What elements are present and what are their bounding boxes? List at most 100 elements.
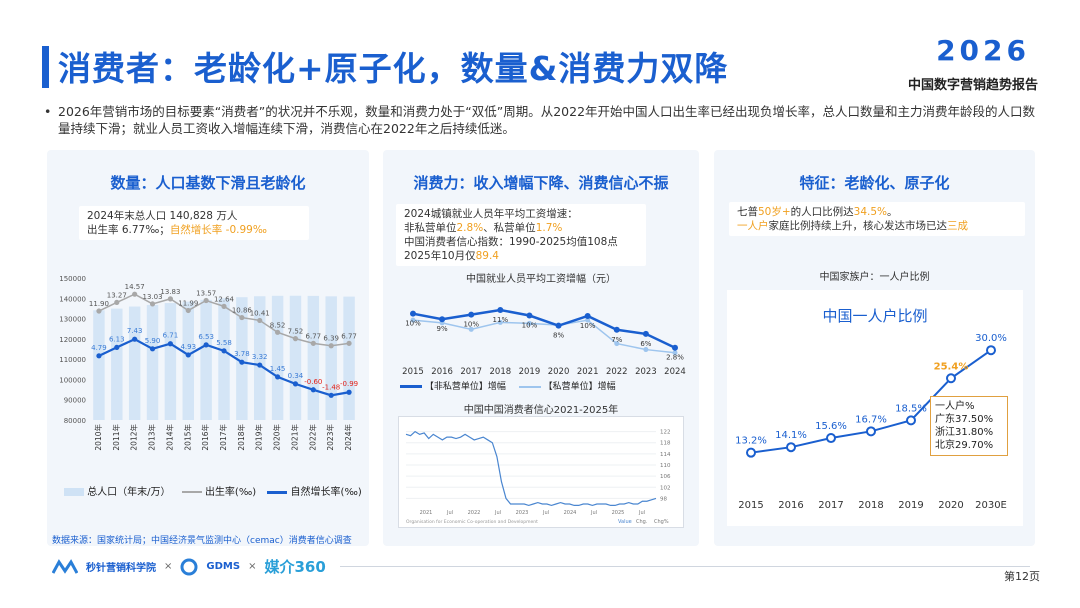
growth-rate-point xyxy=(185,352,191,358)
nonprivate-wage-point xyxy=(439,316,446,323)
birth-rate-data-label: 13.57 xyxy=(196,290,216,298)
brand-separator: × xyxy=(164,561,173,572)
x-tick-label: 2024年 xyxy=(343,424,353,451)
note-wage-growth: 2024城镇就业人员年平均工资增速： xyxy=(404,208,578,220)
nonprivate-wage-point xyxy=(468,311,475,318)
y-tick-label: 100000 xyxy=(59,376,86,384)
birth-rate-point xyxy=(167,296,173,302)
wage-data-label: 7% xyxy=(611,336,622,344)
x-tick-label: 2014年 xyxy=(164,424,174,451)
confidence-chart-frame xyxy=(398,416,684,528)
population-bar xyxy=(93,310,105,420)
growth-rate-point xyxy=(310,387,316,393)
footer-brands: 秒针营销科学院 × GDMS × 媒介360 xyxy=(52,556,326,577)
birth-rate-data-label: 14.57 xyxy=(125,283,145,291)
confidence-legend-item: Chg% xyxy=(654,519,669,525)
wage-chart-title: 中国就业人员平均工资增幅（元） xyxy=(466,274,616,285)
note-ratio-value: 34.5% xyxy=(853,206,888,218)
wage-data-label: 10% xyxy=(522,322,538,330)
household-chart-title: 中国一人户比例 xyxy=(822,307,928,325)
note-confidence-latest: 2025年10月仅89.4 xyxy=(404,249,638,263)
x-tick-label: 2023年 xyxy=(325,424,335,451)
note-confidence-mean: 中国消费者信心指数：1990-2025均值108点 xyxy=(404,236,618,248)
birth-rate-point xyxy=(114,299,120,305)
wage-x-tick-label: 2018 xyxy=(490,367,512,377)
summary-text: 2026年营销市场的目标要素“消费者”的状况并不乐观，数量和消费力处于“双低”周… xyxy=(58,104,1036,136)
population-bar xyxy=(164,303,177,420)
birth-rate-data-label: 11.90 xyxy=(89,300,109,308)
population-bar xyxy=(289,295,302,420)
household-data-label: 15.6% xyxy=(815,421,847,432)
population-bar xyxy=(111,308,123,420)
growth-rate-point xyxy=(203,342,209,348)
growth-rate-data-label: 0.34 xyxy=(288,372,304,380)
wage-data-label: 2.8% xyxy=(666,354,684,362)
x-tick-label: 2012年 xyxy=(129,424,139,451)
population-chart: 150000 140000 130000 120000 110000 100000 9000… xyxy=(59,275,358,451)
callout-guangdong: 广东37.50% xyxy=(935,414,994,425)
note-single-share: 三成 xyxy=(947,220,968,232)
population-bar xyxy=(271,295,284,420)
household-x-tick-label: 2030E xyxy=(975,500,1007,511)
confidence-source: Organisation for Economic Co-operation a… xyxy=(406,519,538,525)
private-wage-point xyxy=(526,320,532,326)
note-private-value: 1.7% xyxy=(535,222,563,234)
page-title: 消费者：老龄化+原子化，数量&消费力双降 xyxy=(58,49,729,88)
wage-x-tick-label: 2015 xyxy=(402,367,424,377)
birth-rate-data-label: 13.83 xyxy=(160,288,180,296)
growth-rate-point xyxy=(239,359,245,365)
y-tick-label: 150000 xyxy=(59,275,86,283)
x-tick-label: 2011年 xyxy=(111,424,121,451)
growth-rate-data-label: 3.32 xyxy=(252,353,268,361)
population-bar xyxy=(182,301,194,420)
x-tick-label: 2021年 xyxy=(289,424,299,451)
population-bar xyxy=(307,295,320,420)
growth-rate-data-label: 4.79 xyxy=(91,344,107,352)
household-x-tick-label: 2019 xyxy=(898,500,923,511)
private-wage-line xyxy=(412,319,676,354)
wage-x-tick-label: 2024 xyxy=(664,367,686,377)
growth-rate-point xyxy=(328,392,334,398)
wage-data-label: 6% xyxy=(640,340,651,348)
private-wage-point xyxy=(643,347,649,353)
legend-birth-swatch xyxy=(181,491,202,493)
confidence-legend-item: Chg. xyxy=(636,519,648,525)
private-wage-point xyxy=(614,341,620,347)
household-x-tick-label: 2015 xyxy=(738,500,763,511)
birth-rate-data-label: 7.52 xyxy=(288,328,304,336)
population-bar xyxy=(128,306,141,420)
birth-rate-point xyxy=(292,336,299,342)
legend-bar-label: 总人口（年末/万） xyxy=(87,487,171,498)
y-tick-label: 90000 xyxy=(64,397,86,405)
legend-bar-swatch xyxy=(64,488,84,496)
note-nonprivate-label: 非私营单位 xyxy=(404,222,457,234)
nonprivate-wage-point xyxy=(613,326,620,333)
report-logo-subtitle: 中国数字营销趋势报告 xyxy=(907,78,1038,93)
page-number: 第12页 xyxy=(1004,570,1040,583)
birth-rate-point xyxy=(96,308,102,314)
confidence-y-tick-label: 102 xyxy=(660,485,671,491)
growth-rate-point xyxy=(132,336,138,342)
legend-private-label: 【私营单位】增幅 xyxy=(543,382,616,392)
wage-legend: 【非私营单位】增幅 【私营单位】增幅 xyxy=(400,379,700,392)
population-bar xyxy=(343,296,355,420)
private-wage-point xyxy=(585,317,591,323)
population-legend: 总人口（年末/万） 出生率(‰) 自然增长率(‰) xyxy=(64,483,364,498)
nonprivate-wage-point xyxy=(526,312,533,319)
single-household-chart: 13.2% 2015 14.1% 2016 15.6% 2017 16.7% 2018 18.5… xyxy=(735,333,1007,511)
nonprivate-wage-line xyxy=(412,308,676,349)
note-total-population: 2024年末总人口 140,828 万人 xyxy=(87,210,238,222)
note-nonprivate-value: 2.8% xyxy=(456,222,484,234)
growth-rate-data-label: -0.60 xyxy=(304,378,322,386)
private-wage-point xyxy=(410,317,416,323)
birth-rate-data-label: 11.99 xyxy=(178,299,198,307)
x-tick-label: 2010年 xyxy=(93,424,103,451)
birth-rate-data-label: 6.77 xyxy=(306,332,322,340)
growth-rate-point xyxy=(96,353,102,359)
note-single-household: 一人户家庭比例持续上升，核心发达市场已达三成 xyxy=(737,219,1017,233)
wage-x-tick-label: 2016 xyxy=(431,367,453,377)
confidence-x-tick-label: 2021 xyxy=(420,510,433,516)
confidence-y-tick-label: 106 xyxy=(660,474,671,480)
population-bar xyxy=(146,304,159,420)
wage-data-label: 10% xyxy=(580,322,596,330)
